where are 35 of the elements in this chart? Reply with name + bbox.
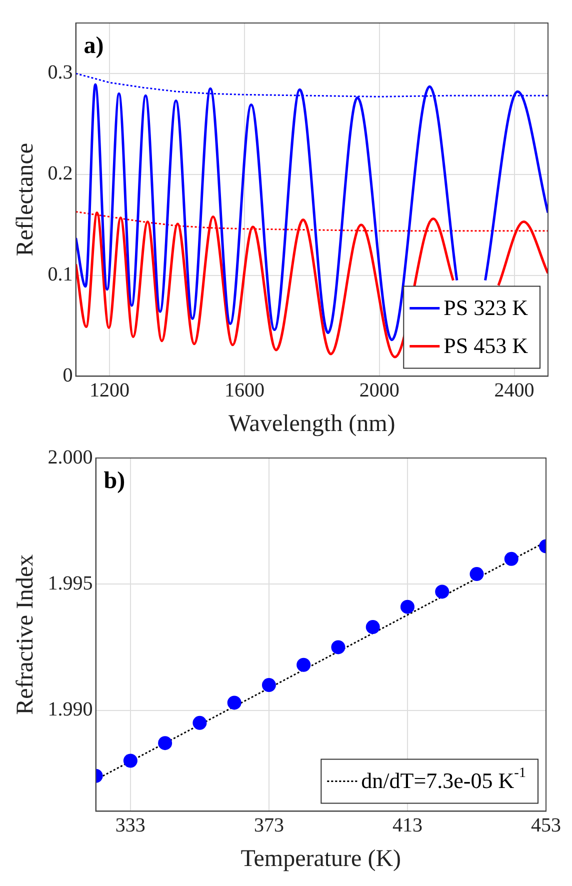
point [192, 716, 207, 730]
point [262, 678, 276, 692]
y-tick-label: 0.1 [48, 264, 73, 286]
y-axis-title: Reflectance [12, 142, 39, 256]
x-tick-label: 413 [392, 814, 422, 836]
y-tick-label: 0.2 [48, 162, 73, 185]
x-tick-label: 2400 [494, 379, 534, 402]
x-tick-label: 2000 [359, 379, 400, 402]
x-tick-label: 373 [254, 814, 284, 836]
x-axis-title: Temperature (K) [240, 846, 402, 872]
x-tick-label: 333 [115, 814, 146, 836]
point [400, 600, 414, 614]
x-tick-label: 1600 [224, 379, 264, 402]
legend-label: PS 323 K [444, 294, 528, 320]
point [504, 552, 518, 566]
x-axis-title: Wavelength (nm) [228, 410, 396, 437]
y-tick-label: 0 [62, 364, 73, 386]
legend-label: PS 453 K [444, 332, 528, 358]
annotation: a) [84, 33, 104, 60]
y-tick-label: 0.3 [48, 62, 73, 84]
x-tick-label: 1200 [90, 379, 130, 402]
y-tick-label: 1.990 [48, 698, 93, 721]
point [366, 620, 380, 634]
point [227, 696, 242, 710]
point [158, 736, 172, 750]
y-axis-title: Refractive Index [12, 554, 39, 715]
point [435, 584, 450, 599]
x-tick-label: 453 [531, 814, 561, 836]
y-tick-label: 2.000 [48, 446, 93, 468]
point [296, 658, 311, 672]
point [123, 754, 138, 768]
point [470, 567, 484, 582]
y-tick-label: 1.995 [48, 572, 93, 594]
annotation: b) [104, 468, 126, 494]
point [331, 640, 346, 654]
